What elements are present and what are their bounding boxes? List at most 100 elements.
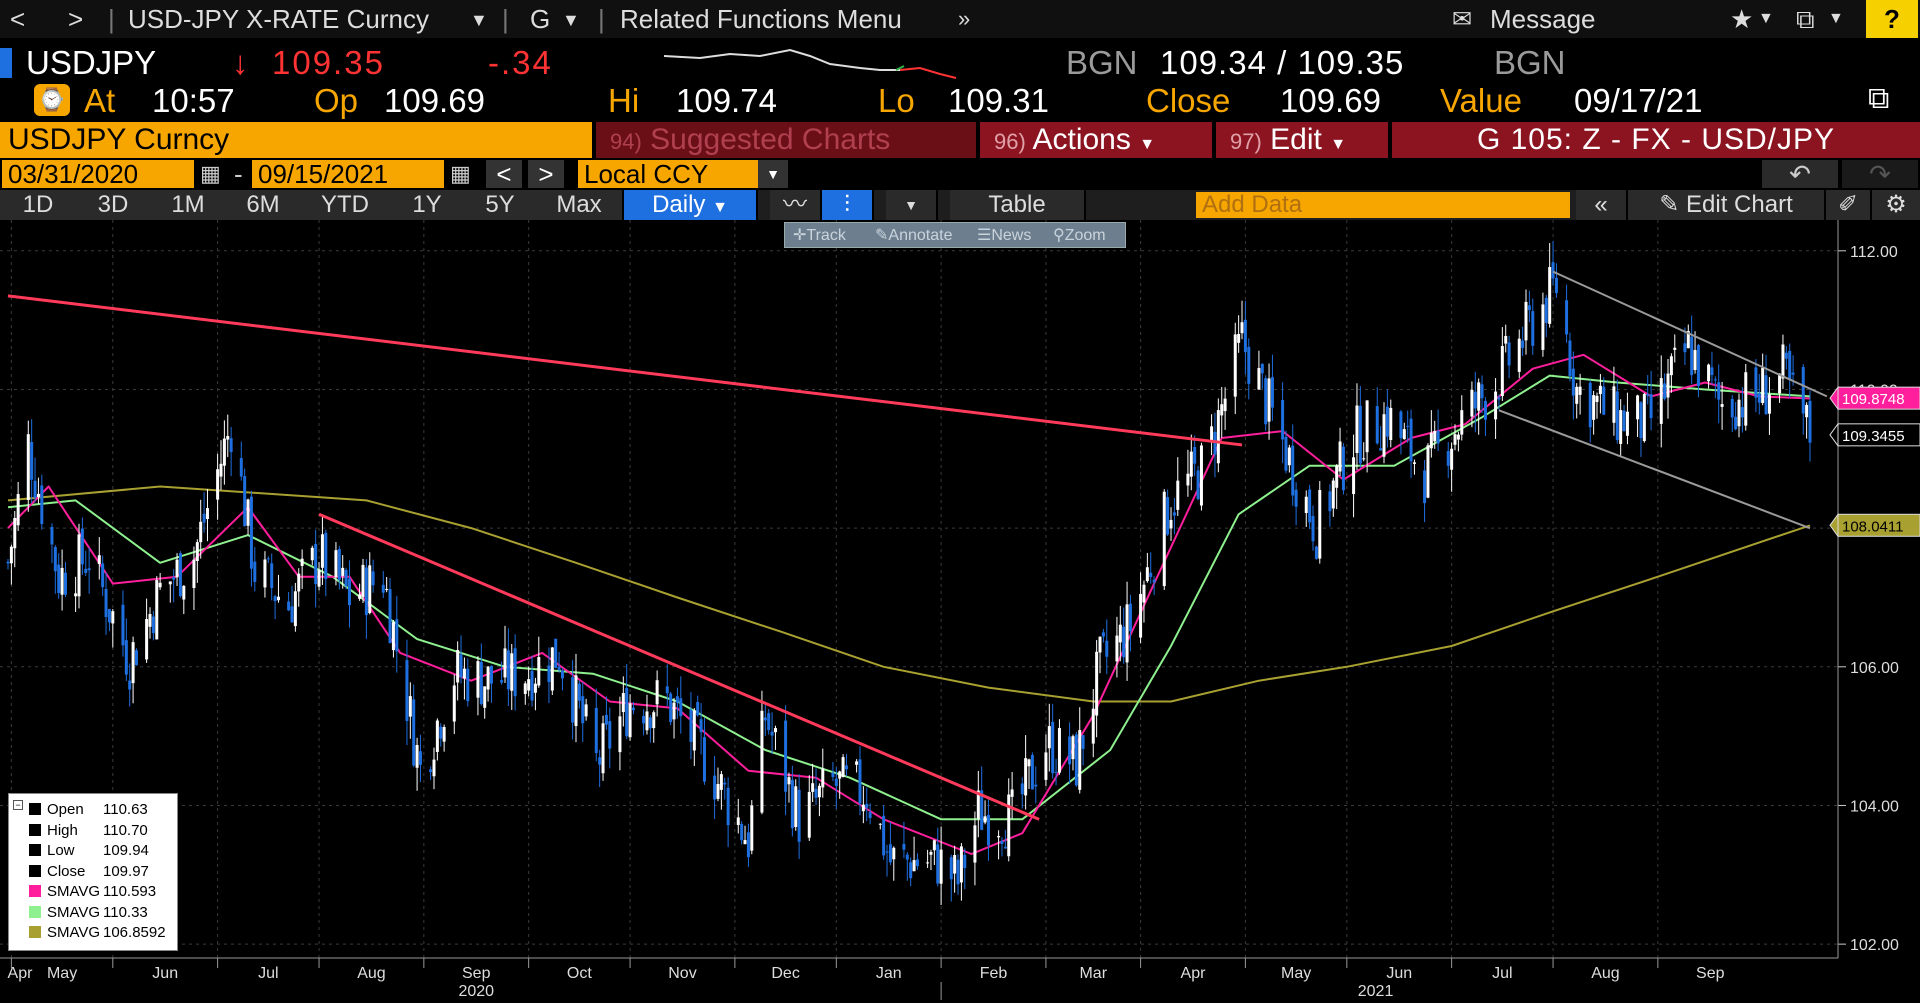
candle-body [1791,372,1795,375]
candle-body [456,650,460,683]
period-1y[interactable]: 1Y [390,190,466,220]
currency-select[interactable]: Local CCY [578,160,758,188]
candle-body [645,711,649,731]
chevron-down-icon[interactable]: ▼ [470,10,488,30]
annotate-tool[interactable]: ✎ Annotate [875,227,953,244]
candle-body [1142,584,1146,603]
period-1d[interactable]: 1D [0,190,78,220]
message-button[interactable]: Message [1490,4,1596,34]
suggested-charts-button[interactable]: 94) Suggested Charts [596,122,976,158]
candle-body [1740,407,1744,418]
period-3d[interactable]: 3D [76,190,152,220]
track-tool[interactable]: ✛ Track [793,227,846,244]
collapse-icon[interactable]: « [1576,190,1628,220]
candle-body [1024,758,1028,796]
candle-body [679,698,683,717]
news-tool[interactable]: ☰ News [977,227,1032,244]
candle-body [216,469,220,500]
candle-body [128,680,132,690]
add-data-input[interactable]: Add Data [1196,192,1570,218]
edit-button[interactable]: 97) Edit ▼ [1216,122,1388,158]
annotate-icon[interactable]: ✐ [1826,190,1872,220]
candle-body [1460,410,1464,435]
gear-icon[interactable]: ⚙ [1872,190,1920,220]
candle-body [1341,446,1345,491]
candle-body [719,774,723,790]
price-chart[interactable]: 102.00104.00106.00108.00110.00112.00109.… [0,220,1920,1003]
candle-body [314,543,318,585]
chevron-down-icon[interactable]: ▼ [562,10,580,30]
legend-item[interactable]: Open 110.63 [29,800,148,820]
related-functions-menu[interactable]: Related Functions Menu [620,4,902,34]
candle-body [452,685,456,722]
legend-swatch [29,864,41,877]
candle-body [219,463,223,477]
table-button[interactable]: Table [950,190,1086,220]
news-label: News [991,227,1032,244]
chevron-down-icon[interactable]: ▼ [1828,10,1844,27]
candle-body [503,648,507,678]
period-1m[interactable]: 1M [150,190,228,220]
period-max[interactable]: Max [536,190,624,220]
legend-item[interactable]: SMAVG 106.8592 [29,923,166,943]
candle-body [1707,364,1711,382]
line-chart-icon[interactable]: 〰 [770,190,822,220]
candle-body [239,458,243,477]
separator: | [108,4,115,34]
envelope-icon[interactable]: ✉ [1452,6,1473,33]
window-icon[interactable]: ⧉ [1796,4,1815,34]
candle-body [953,855,957,874]
collapse-legend-icon[interactable]: − [13,800,23,810]
annotate-label: Annotate [888,227,953,244]
start-date-field[interactable]: 03/31/2020 [2,160,194,188]
period-6m[interactable]: 6M [226,190,302,220]
legend-item[interactable]: SMAVG 110.593 [29,882,156,902]
legend-item[interactable]: High 110.70 [29,821,148,841]
candle-body [26,434,30,500]
calendar-icon[interactable]: ▦ [450,161,471,186]
candle-body [1642,393,1646,442]
chevron-down-icon[interactable]: ▼ [886,190,938,220]
candle-body [317,569,321,587]
forward-button[interactable]: > [68,4,84,34]
candle-body [1436,430,1440,444]
chevron-down-icon[interactable]: ▼ [758,160,788,188]
candle-body [1098,636,1102,653]
back-button[interactable]: < [10,4,26,34]
help-button[interactable]: ? [1866,0,1918,38]
legend-value: 110.33 [103,903,148,921]
candle-body [672,702,676,720]
prev-period-button[interactable]: < [486,160,522,188]
redo-icon[interactable]: ↷ [1842,160,1918,188]
chart-area[interactable]: 102.00104.00106.00108.00110.00112.00109.… [0,220,1920,1003]
double-chevron-icon[interactable]: » [958,6,971,31]
candle-body [30,442,34,480]
zoom-tool[interactable]: ⚲ Zoom [1053,227,1106,244]
period-ytd[interactable]: YTD [300,190,392,220]
undo-icon[interactable]: ↶ [1762,160,1838,188]
candle-body [293,591,297,627]
candle-body [885,851,889,853]
frequency-select[interactable]: Daily ▼ [624,190,758,220]
security-selector[interactable]: USD-JPY X-RATE Curncy [128,4,429,34]
star-icon[interactable]: ★ [1730,4,1754,34]
sma-fast-line [7,353,1811,855]
chevron-down-icon[interactable]: ▼ [1758,10,1774,27]
actions-button[interactable]: 96) Actions ▼ [980,122,1212,158]
candlestick-icon[interactable]: ⫶ [822,190,874,220]
edit-chart-button[interactable]: ✎ Edit Chart [1628,190,1826,220]
screen-icon[interactable]: ⧉ [1868,82,1890,115]
candle-body [723,782,727,785]
period-5y[interactable]: 5Y [464,190,538,220]
end-date-field[interactable]: 09/15/2021 [252,160,444,188]
trendline [1552,270,1828,398]
security-field[interactable]: USDJPY Curncy [0,122,592,158]
next-period-button[interactable]: > [528,160,564,188]
chart-legend[interactable]: − Open 110.63 High 110.70 Low 109.94 Close 109.… [8,793,178,951]
function-selector[interactable]: G [530,4,551,34]
legend-item[interactable]: SMAVG 110.33 [29,903,148,923]
legend-item[interactable]: Low 109.94 [29,841,149,861]
legend-item[interactable]: Close 109.97 [29,862,149,882]
candle-body [1318,489,1322,559]
calendar-icon[interactable]: ▦ [200,161,221,186]
